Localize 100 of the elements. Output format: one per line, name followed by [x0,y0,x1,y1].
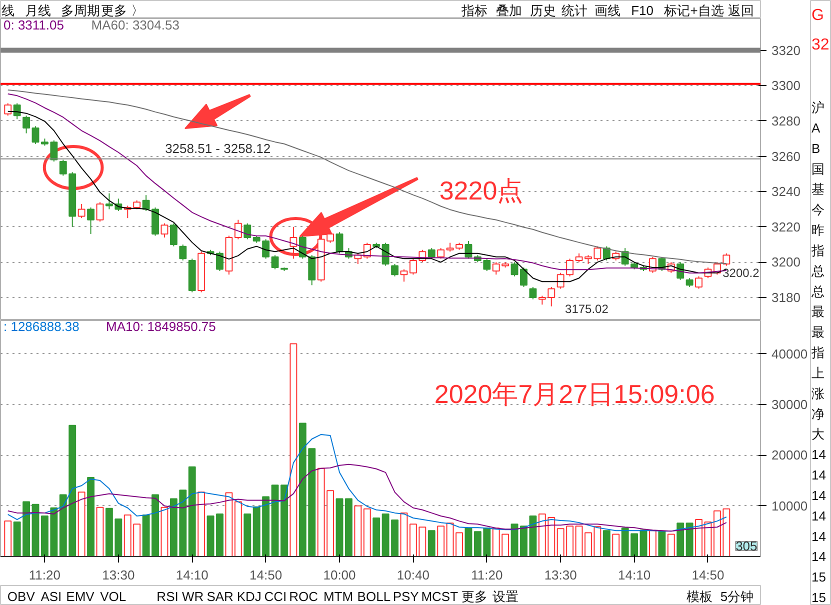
bar [234,501,242,556]
text: 返回 [728,3,754,18]
candlestick [234,219,242,240]
text: 今 [812,202,824,218]
text: RSI [156,589,178,604]
x-tick-label: 14:10 [176,568,208,582]
text: 14 [812,468,826,482]
text: 画线 [594,3,621,18]
candlestick [336,232,344,254]
candlestick [722,252,730,266]
annotation: 3220点 [439,176,524,206]
text: 15 [812,590,826,605]
text: 大 [812,426,824,442]
x-tick-label: 10:00 [323,568,356,582]
bar [188,466,196,556]
candlestick [160,222,168,238]
bar [32,504,40,556]
candlestick [59,159,67,176]
bar [575,526,583,556]
text: 总 [810,284,824,299]
candlestick [179,244,187,261]
candlestick [87,206,95,234]
bar [658,531,666,556]
text: +自选 [690,3,724,18]
text: 指 [810,242,824,258]
x-tick-label: 11:20 [28,568,61,582]
bar [4,520,12,556]
bar [676,522,684,556]
text: 线 [2,3,15,18]
x-tick-label: 13:30 [544,568,577,582]
text: 14 [812,508,826,524]
y-tick-label: 30000 [772,397,808,412]
candlestick [548,286,556,307]
text: 305 [736,538,758,554]
text: MTM [323,589,354,604]
annotation: 3175.02 [565,302,609,316]
bar [87,476,95,556]
text: 沪 [812,100,824,115]
text: MA60: 3304.53 [91,18,180,32]
y-tick-label: 3240 [772,184,800,200]
text: 更多 [461,589,488,604]
annotation: 2020年7月27日15:09:06 [434,379,715,410]
ref-line-label: 3258.51 - 3258.12 [165,140,271,156]
candlestick [271,254,279,270]
text: 设置 [492,589,518,604]
text: 上 [812,365,824,380]
y-tick-label: 3180 [772,290,800,306]
text: 5分钟 [720,589,754,604]
text: ROC [289,589,318,604]
text: B [812,140,820,156]
y-tick-label: 40000 [772,346,808,362]
text: G [812,7,824,24]
text: 月线 [25,3,52,18]
line-series [7,434,727,532]
text: 最 [812,304,824,320]
text: 涨 [812,386,824,401]
bar [648,530,656,556]
text: F10 [631,3,654,18]
text: 14 [812,549,826,564]
text: ASI [40,589,62,604]
text: 最 [812,324,824,340]
bar [290,343,298,556]
bar [336,498,344,556]
bar [160,506,168,556]
bar [363,508,371,556]
bar [354,505,362,556]
text: : 1286888.38 [3,318,80,334]
text: 14 [812,528,826,544]
text: 国 [812,161,824,176]
text: VOL [100,589,126,604]
text: 15 [812,570,826,585]
x-tick-label: 14:50 [250,568,282,582]
x-tick-label: 13:30 [102,568,135,582]
y-tick-label: 20000 [772,448,808,463]
bar [78,492,86,556]
x-tick-label: 11:20 [471,568,503,582]
bar [280,484,288,556]
bar [686,522,694,556]
candlestick [4,102,12,116]
y-tick-label: 3280 [772,113,800,128]
text: 统计 [562,3,588,18]
candlestick [529,286,537,300]
bar [464,528,472,556]
text: 32 [812,36,830,54]
text: 多周期 [60,3,100,18]
text: 0: 3311.05 [3,18,64,32]
candlestick [400,268,408,282]
candlestick [298,235,306,260]
text: 叠加 [496,3,522,18]
text: 14 [812,447,826,462]
text: A [812,120,820,136]
text: BOLL [357,589,391,604]
bar [437,526,445,556]
bar [667,534,675,556]
candlestick [556,272,564,290]
bar [244,513,252,556]
bar [198,492,206,556]
text: SAR [206,589,234,604]
bar [225,492,233,556]
candlestick [391,263,399,277]
